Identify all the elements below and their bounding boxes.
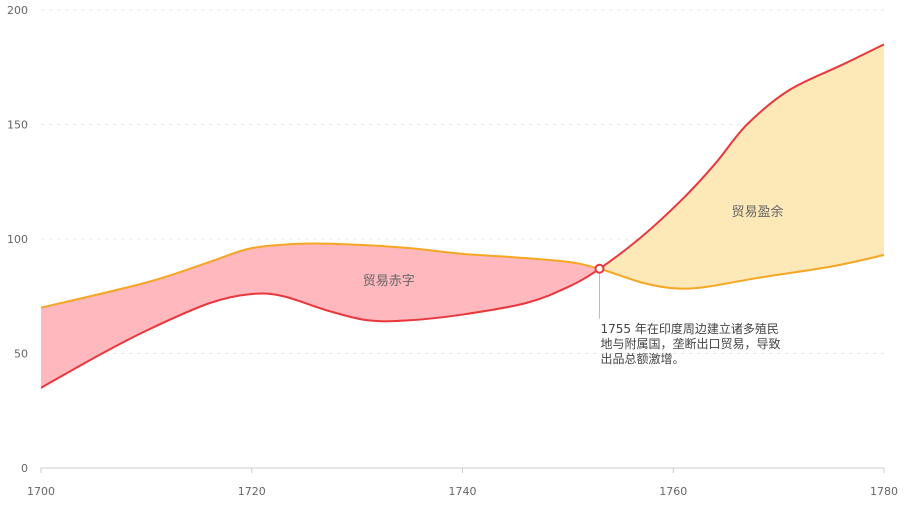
y-tick-label: 200 — [7, 4, 28, 17]
region-area-2 — [599, 44, 884, 289]
x-tick-label: 1740 — [449, 485, 477, 498]
series-line-2 — [40, 43, 885, 389]
annotation-text-line: 1755 年在印度周边建立诸多殖民 — [600, 321, 778, 336]
series-lines — [40, 43, 885, 389]
y-tick-label: 50 — [14, 348, 28, 361]
region-area-1 — [41, 243, 600, 388]
region-label-2: 贸易盈余 — [732, 204, 784, 220]
series-line-1 — [40, 242, 885, 309]
annotation-text-line: 地与附属国，垄断出口贸易，导致 — [600, 336, 780, 351]
x-tick-label: 1700 — [27, 485, 55, 498]
area-regions — [41, 44, 884, 388]
x-tick-label: 1760 — [659, 485, 687, 498]
crossover-point — [594, 263, 605, 274]
x-tick-label: 1780 — [870, 485, 898, 498]
region-label-1: 贸易赤字 — [363, 274, 415, 289]
x-tick-label: 1720 — [238, 485, 266, 498]
annotation-text-line: 出品总额激增。 — [600, 352, 684, 366]
axes: 0 50 100 150 200 1700 1720 1740 1760 1780 — [7, 4, 898, 498]
y-tick-label: 150 — [7, 119, 28, 132]
y-tick-label: 0 — [21, 462, 28, 475]
area-labels: 贸易赤字 贸易盈余 — [363, 204, 784, 289]
y-tick-label: 100 — [7, 233, 28, 246]
